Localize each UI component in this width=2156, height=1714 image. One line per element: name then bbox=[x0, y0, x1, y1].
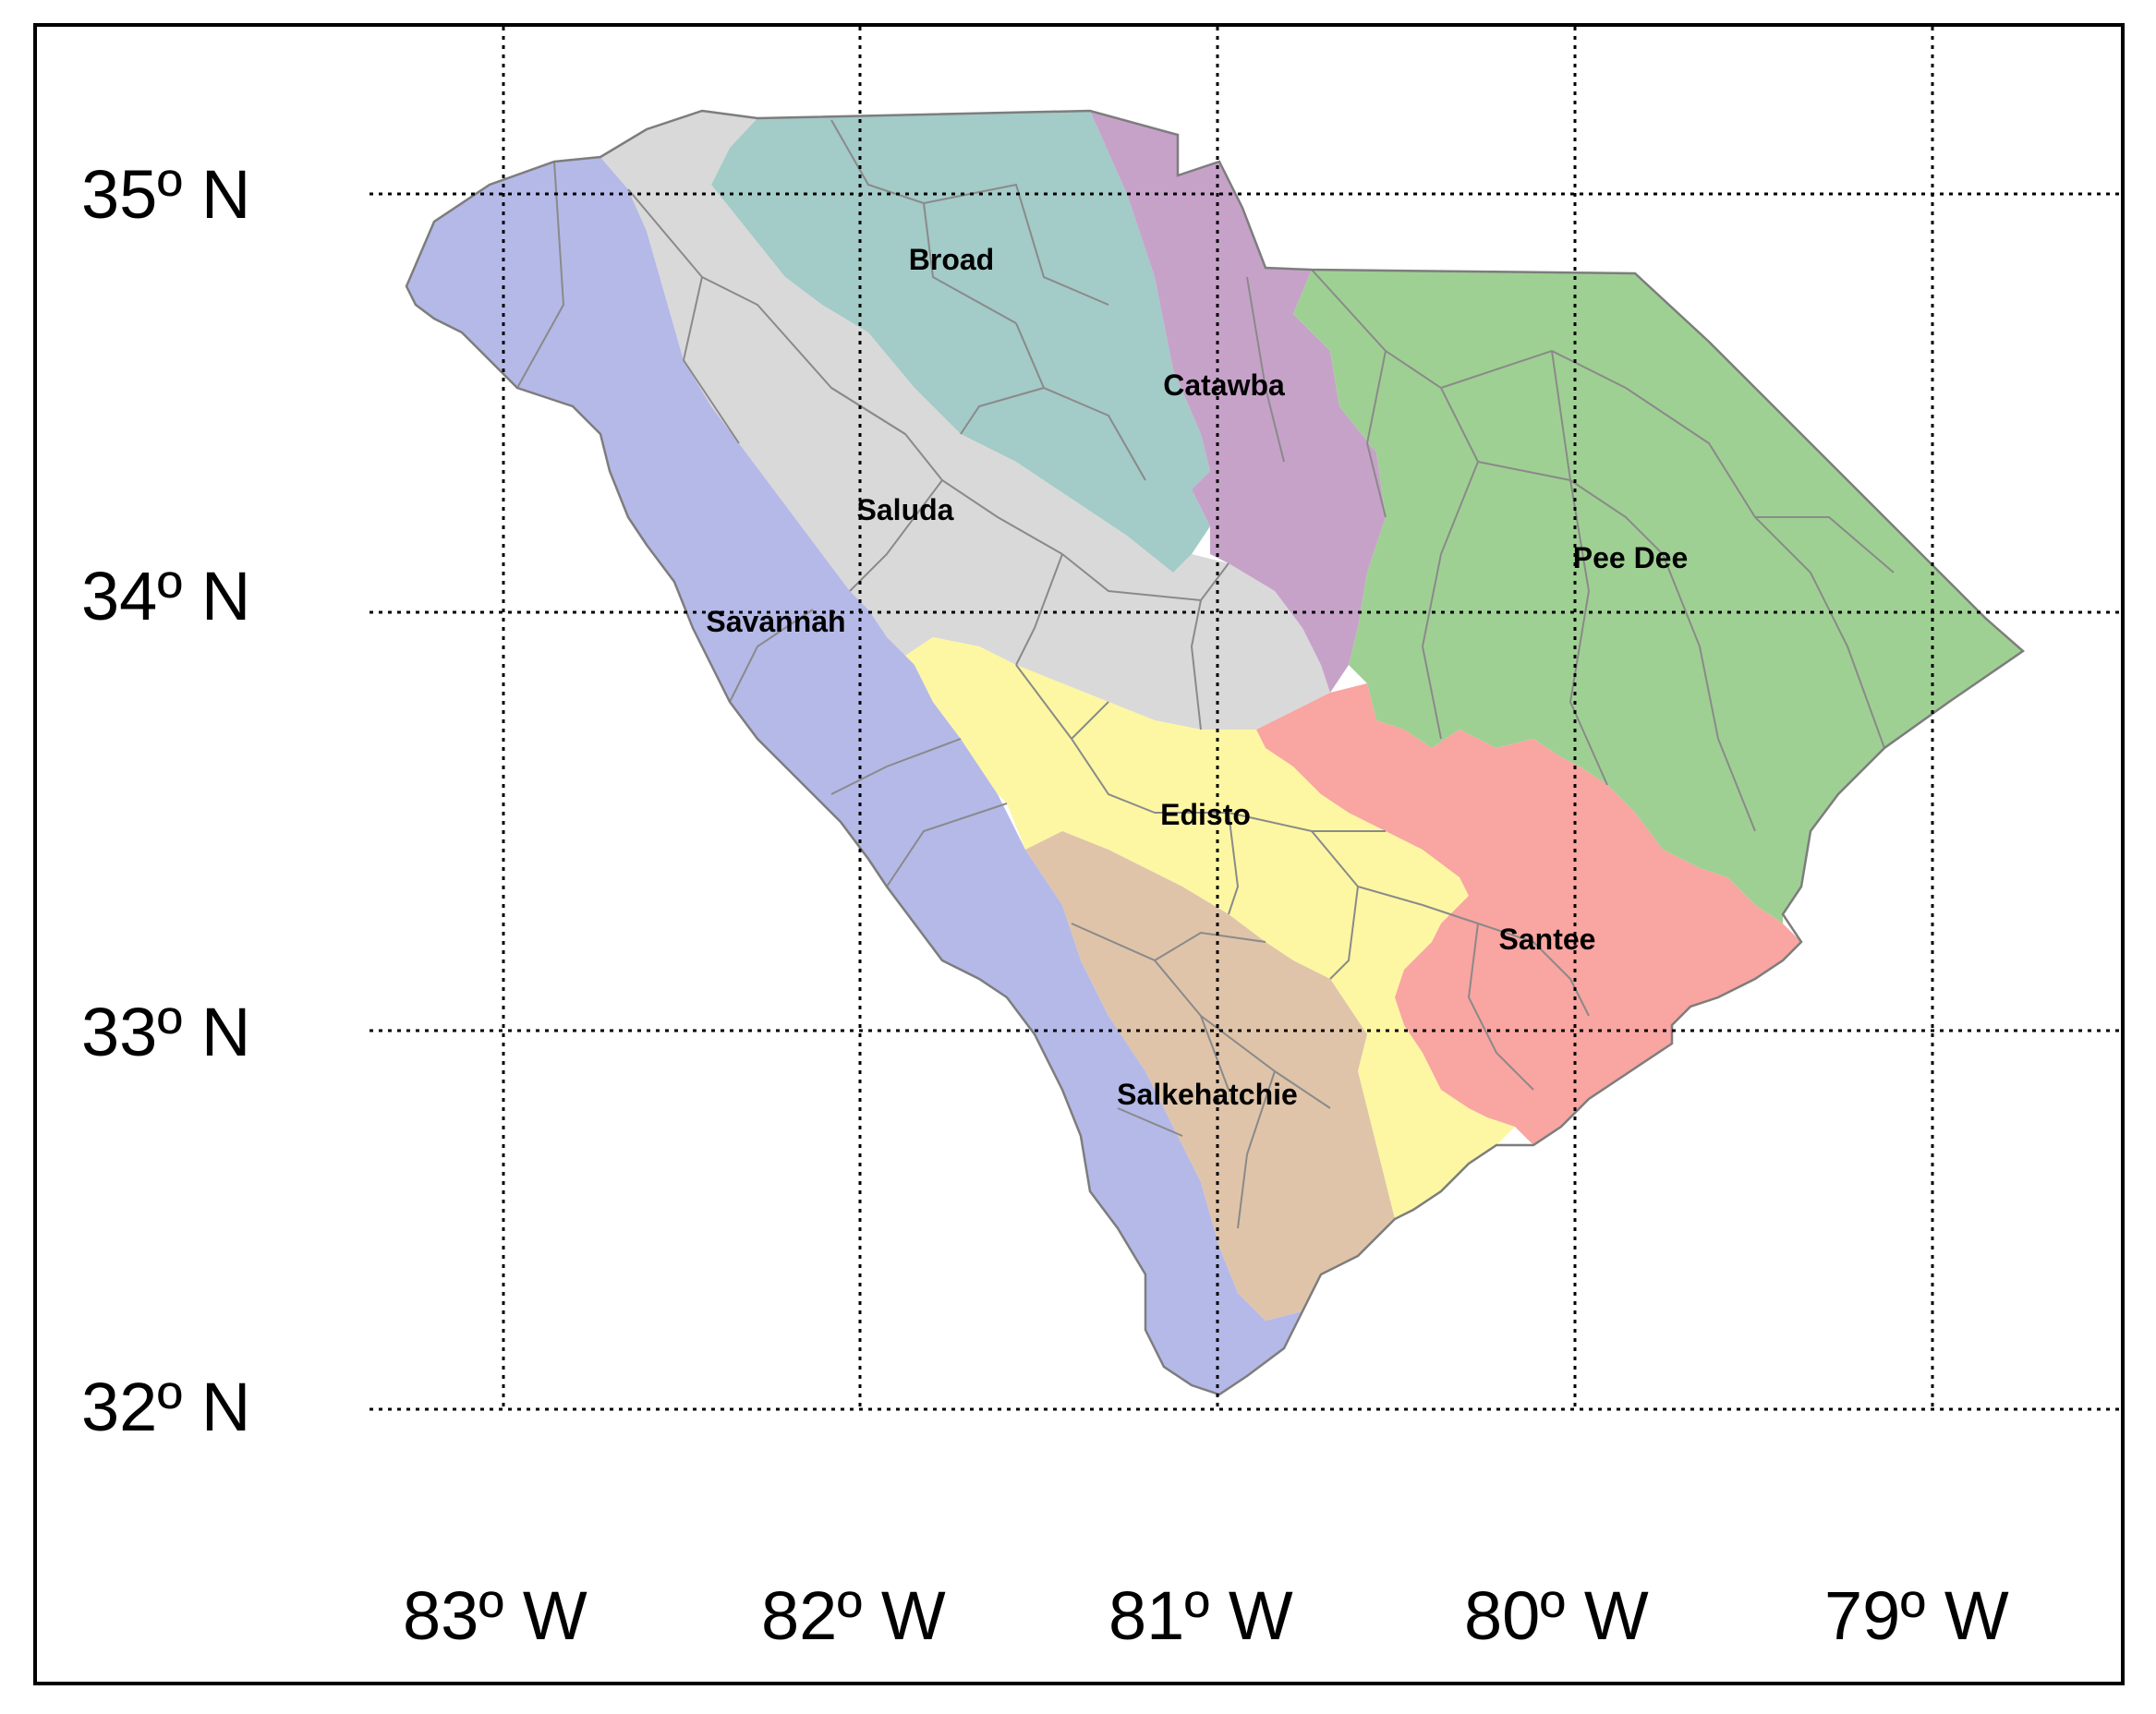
lon-label-81: 81º W bbox=[1108, 1577, 1293, 1654]
basin-label-santee: Santee bbox=[1499, 923, 1596, 956]
basin-label-peedee: Pee Dee bbox=[1573, 541, 1689, 574]
basin-salkehatchie-region bbox=[1025, 831, 1395, 1321]
basin-broad-region bbox=[711, 111, 1210, 573]
basin-saluda-region bbox=[600, 111, 1330, 730]
county-borders bbox=[516, 119, 1895, 1229]
basin-fills bbox=[406, 111, 2023, 1394]
lat-label-34: 34º N bbox=[81, 558, 250, 634]
basin-label-edisto: Edisto bbox=[1160, 798, 1251, 831]
basin-label-savannah: Savannah bbox=[706, 605, 845, 638]
graticule bbox=[369, 27, 2125, 1411]
map-frame bbox=[33, 23, 2125, 1685]
lon-label-83: 83º W bbox=[403, 1577, 587, 1654]
lat-label-35: 35º N bbox=[81, 156, 250, 233]
lat-label-32: 32º N bbox=[81, 1369, 250, 1445]
basin-label-salkehatchie: Salkehatchie bbox=[1117, 1078, 1298, 1111]
state-outline bbox=[405, 109, 2026, 1396]
basin-savannah-region bbox=[406, 157, 1302, 1394]
latitude-labels: 35º N 34º N 33º N 32º N bbox=[81, 156, 250, 1445]
basin-peedee-region bbox=[1293, 270, 2023, 923]
longitude-labels: 83º W 82º W 81º W 80º W 79º W bbox=[403, 1577, 2009, 1654]
lon-label-82: 82º W bbox=[761, 1577, 946, 1654]
lon-label-80: 80º W bbox=[1464, 1577, 1649, 1654]
basin-label-catawba: Catawba bbox=[1163, 368, 1285, 402]
basin-catawba-region bbox=[1090, 111, 1386, 693]
basin-labels: Broad Catawba Pee Dee Saluda Savannah Ed… bbox=[706, 243, 1688, 1111]
lon-label-79: 79º W bbox=[1824, 1577, 2009, 1654]
basin-label-saluda: Saluda bbox=[857, 493, 954, 526]
basin-label-broad: Broad bbox=[909, 243, 994, 276]
basin-edisto-region bbox=[905, 637, 1515, 1219]
lat-label-33: 33º N bbox=[81, 994, 250, 1070]
